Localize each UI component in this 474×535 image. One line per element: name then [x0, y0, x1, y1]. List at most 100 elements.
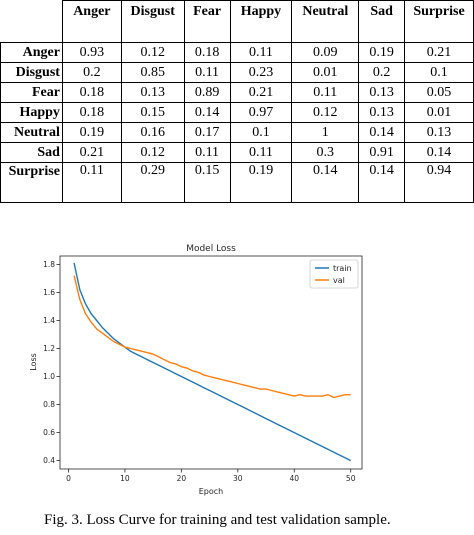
row-header: Sad	[0, 142, 63, 163]
table-cell: 0.13	[120, 82, 185, 103]
table-row: Neutral 0.19 0.16 0.17 0.1 1 0.14 0.13	[0, 122, 474, 143]
row-header: Neutral	[0, 122, 63, 143]
table-cell: 0.21	[61, 142, 122, 163]
y-axis-label: Loss	[29, 353, 38, 371]
table-cell: 0.18	[183, 42, 231, 63]
table-cell: 0.13	[404, 122, 474, 143]
tick-layer: 0 10 20 30 40 50 0.4 0.6 0.8 1.0 1.2 1.4 1.6 1.8	[43, 260, 356, 483]
table-cell: 0.21	[404, 42, 474, 63]
table-cell: 0.11	[183, 62, 231, 83]
row-header: Disgust	[0, 62, 63, 83]
table-row: Surprise 0.11 0.29 0.15 0.19 0.14 0.14 0…	[0, 162, 474, 203]
column-header: Neutral	[291, 0, 360, 43]
table-cell: 0.2	[61, 62, 122, 83]
legend: train val	[309, 259, 359, 289]
legend-label-train: train	[333, 264, 352, 273]
table-cell: 0.13	[358, 102, 406, 123]
legend-label-val: val	[333, 276, 345, 285]
table-cell: 0.14	[183, 102, 231, 123]
table-cell: 0.19	[229, 162, 293, 203]
table-cell: 0.19	[358, 42, 406, 63]
table-corner-cell	[0, 0, 63, 43]
x-tick-label: 10	[120, 474, 130, 483]
loss-chart: Model Loss 0 10 20 30 40 50 0.4 0.6 0.8 1.0 1.2 1.4…	[28, 237, 368, 502]
loss-chart-svg: Model Loss 0 10 20 30 40 50 0.4 0.6 0.8 1.0 1.2 1.4…	[29, 244, 363, 496]
x-axis-label: Epoch	[199, 487, 224, 496]
table-cell: 0.01	[291, 62, 360, 83]
table-cell: 0.17	[183, 122, 231, 143]
plot-frame	[59, 255, 363, 470]
x-tick-label: 30	[233, 474, 243, 483]
table-cell: 0.85	[120, 62, 185, 83]
column-header: Disgust	[120, 0, 185, 43]
x-tick-label: 20	[177, 474, 187, 483]
legend-box	[309, 259, 359, 289]
table-cell: 0.1	[404, 62, 474, 83]
row-header: Surprise	[0, 162, 63, 203]
table-row: Happy 0.18 0.15 0.14 0.97 0.12 0.13 0.01	[0, 102, 474, 123]
y-tick-label: 1.4	[43, 316, 55, 325]
y-tick-label: 1.6	[43, 288, 55, 297]
series-line-val	[73, 275, 351, 399]
y-tick-label: 1.0	[43, 372, 55, 381]
table-cell: 0.01	[404, 102, 474, 123]
table-cell: 0.29	[120, 162, 185, 203]
x-tick-label: 0	[66, 474, 71, 483]
table-row: Anger 0.93 0.12 0.18 0.11 0.09 0.19 0.21	[0, 42, 474, 63]
y-tick-label: 0.8	[43, 400, 55, 409]
column-header: Sad	[358, 0, 406, 43]
y-tick-label: 0.6	[43, 428, 55, 437]
y-tick-label: 0.4	[43, 456, 55, 465]
x-tick-label: 40	[289, 474, 299, 483]
column-header: Happy	[229, 0, 293, 43]
series-line-train	[73, 262, 352, 462]
confusion-matrix-table: Anger Disgust Fear Happy Neutral Sad Sur…	[0, 0, 474, 203]
table-cell: 0.15	[183, 162, 231, 203]
table-cell: 0.14	[291, 162, 360, 203]
y-tick-label: 1.8	[43, 260, 55, 269]
table-cell: 0.2	[358, 62, 406, 83]
line-layer	[73, 262, 352, 462]
table-cell: 0.12	[120, 142, 185, 163]
x-tick-label: 50	[346, 474, 356, 483]
column-header: Surprise	[404, 0, 474, 43]
table-cell: 1	[291, 122, 360, 143]
table-cell: 0.11	[229, 42, 293, 63]
table-cell: 0.19	[61, 122, 122, 143]
table-cell: 0.14	[358, 162, 406, 203]
table-cell: 0.89	[183, 82, 231, 103]
table-cell: 0.14	[404, 142, 474, 163]
table-cell: 0.11	[183, 142, 231, 163]
table-cell: 0.1	[229, 122, 293, 143]
table-row: Disgust 0.2 0.85 0.11 0.23 0.01 0.2 0.1	[0, 62, 474, 83]
table-cell: 0.97	[229, 102, 293, 123]
table-row: Sad 0.21 0.12 0.11 0.11 0.3 0.91 0.14	[0, 142, 474, 163]
table-cell: 0.16	[120, 122, 185, 143]
table-header-row: Anger Disgust Fear Happy Neutral Sad Sur…	[0, 0, 474, 43]
table-cell: 0.11	[229, 142, 293, 163]
table-cell: 0.18	[61, 82, 122, 103]
table-cell: 0.13	[358, 82, 406, 103]
chart-title: Model Loss	[186, 244, 236, 254]
table-cell: 0.12	[120, 42, 185, 63]
table-cell: 0.09	[291, 42, 360, 63]
table-cell: 0.05	[404, 82, 474, 103]
table-cell: 0.11	[291, 82, 360, 103]
row-header: Anger	[0, 42, 63, 63]
row-header: Happy	[0, 102, 63, 123]
table-cell: 0.94	[404, 162, 474, 203]
table-cell: 0.3	[291, 142, 360, 163]
column-header: Fear	[183, 0, 231, 43]
row-header: Fear	[0, 82, 63, 103]
table-cell: 0.14	[358, 122, 406, 143]
table-cell: 0.15	[120, 102, 185, 123]
figure-caption: Fig. 3. Loss Curve for training and test…	[44, 512, 391, 528]
table-cell: 0.23	[229, 62, 293, 83]
column-header: Anger	[61, 0, 122, 43]
table-cell: 0.93	[61, 42, 122, 63]
table-cell: 0.11	[61, 162, 122, 203]
table-cell: 0.91	[358, 142, 406, 163]
table-cell: 0.18	[61, 102, 122, 123]
table-cell: 0.21	[229, 82, 293, 103]
table-row: Fear 0.18 0.13 0.89 0.21 0.11 0.13 0.05	[0, 82, 474, 103]
